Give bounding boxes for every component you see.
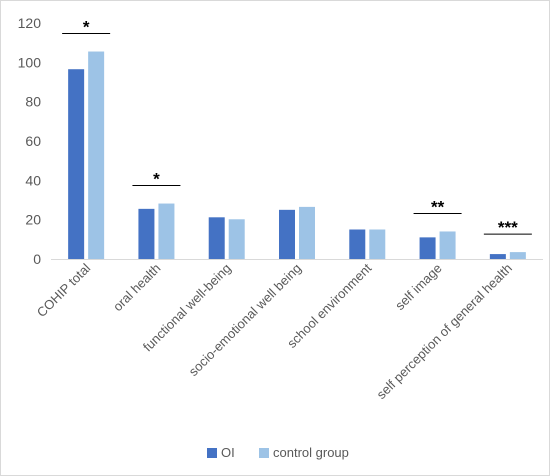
category-label: oral health (110, 261, 164, 315)
category-label: COHIP total (34, 260, 94, 320)
category-label: self image (392, 261, 445, 314)
y-tick-label: 40 (25, 172, 41, 188)
significance-markers: ******* (62, 18, 532, 237)
bar-control-group (158, 203, 175, 259)
y-tick-label: 20 (25, 212, 41, 228)
bar-oi (279, 209, 295, 259)
category-label: socio-emotional well being (186, 261, 304, 379)
significance-label: * (153, 170, 160, 189)
significance-label: ** (431, 197, 445, 216)
legend-label-oi: OI (221, 445, 235, 460)
legend: OI control group (207, 445, 349, 460)
bar-oi (68, 69, 85, 259)
bar-control-group (228, 219, 245, 259)
category-label: self perception of general health (374, 261, 515, 402)
y-tick-label: 80 (25, 94, 41, 110)
legend-swatch-oi (207, 448, 217, 458)
bar-oi (208, 217, 225, 259)
bar-oi (349, 229, 366, 259)
bar-control-group (439, 231, 456, 259)
bar-control-group (88, 51, 105, 260)
significance-label: *** (498, 218, 518, 237)
legend-swatch-control-group (259, 448, 269, 458)
y-tick-label: 100 (18, 54, 42, 70)
y-tick-label: 0 (33, 251, 41, 267)
legend-label-control-group: control group (273, 445, 349, 460)
y-tick-label: 120 (18, 15, 42, 31)
bars (68, 51, 526, 260)
significance-label: * (83, 18, 90, 37)
y-tick-label: 60 (25, 133, 41, 149)
bar-control-group (509, 252, 526, 259)
bar-oi (419, 237, 436, 259)
bar-oi (489, 254, 506, 259)
y-axis-ticks: 0 20 40 60 80 100 120 (18, 15, 42, 267)
bar-oi (138, 208, 155, 259)
bar-control-group (299, 206, 315, 259)
bar-control-group (369, 229, 386, 259)
